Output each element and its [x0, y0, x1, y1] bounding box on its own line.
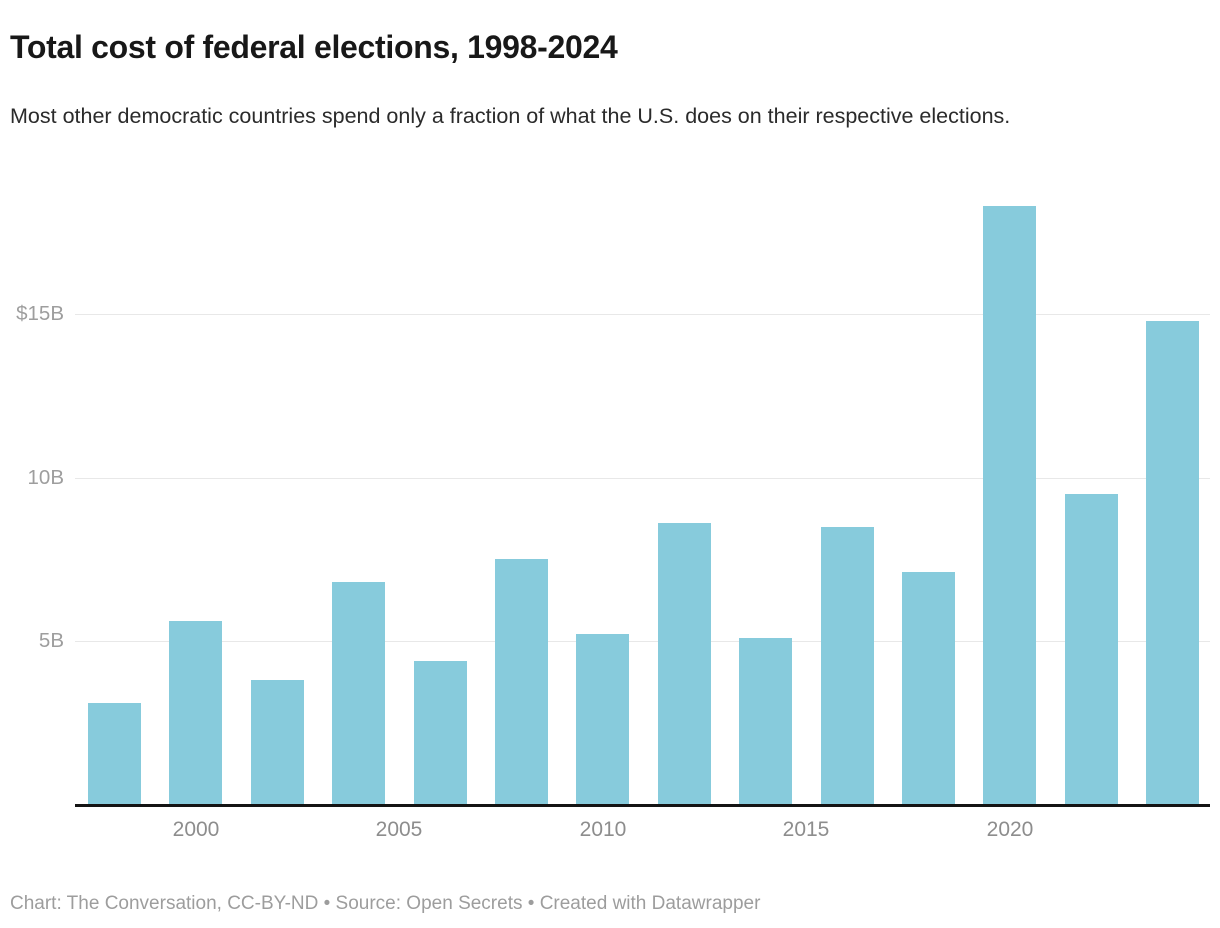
x-axis-label-2010: 2010	[579, 818, 627, 841]
chart-title: Total cost of federal elections, 1998-20…	[10, 29, 618, 66]
bar-2004[interactable]	[332, 582, 385, 804]
x-axis-label-2005: 2005	[375, 818, 423, 841]
bar-2012[interactable]	[658, 523, 711, 804]
bar-2022[interactable]	[1065, 494, 1118, 805]
attribution-text: Chart: The Conversation, CC-BY-ND • Sour…	[10, 893, 761, 914]
x-axis-label-2020: 2020	[986, 818, 1034, 841]
y-axis-label-15b: $15B	[16, 302, 64, 325]
bar-2008[interactable]	[495, 559, 548, 804]
x-axis-label-2000: 2000	[172, 818, 220, 841]
bar-2018[interactable]	[902, 572, 955, 804]
chart-subtitle: Most other democratic countries spend on…	[10, 103, 1011, 128]
bar-2006[interactable]	[414, 661, 467, 805]
bar-2016[interactable]	[821, 527, 874, 805]
y-axis-label-5b: 5B	[38, 629, 64, 652]
bar-1998[interactable]	[88, 703, 141, 804]
gridline-10b	[75, 478, 1210, 479]
bar-2002[interactable]	[251, 680, 304, 804]
bar-2020[interactable]	[983, 206, 1036, 804]
bar-2010[interactable]	[576, 634, 629, 804]
bar-2024[interactable]	[1146, 321, 1199, 805]
y-axis-label-10b: 10B	[27, 466, 64, 489]
x-axis-label-2015: 2015	[782, 818, 830, 841]
gridline-5b	[75, 641, 1210, 642]
gridline-15b	[75, 314, 1210, 315]
x-axis-line	[75, 804, 1210, 807]
bar-2014[interactable]	[739, 638, 792, 805]
plot-area: 5B 10B $15B 2000 2005 2010 2015 2020	[16, 206, 1210, 841]
bar-2000[interactable]	[169, 621, 222, 804]
